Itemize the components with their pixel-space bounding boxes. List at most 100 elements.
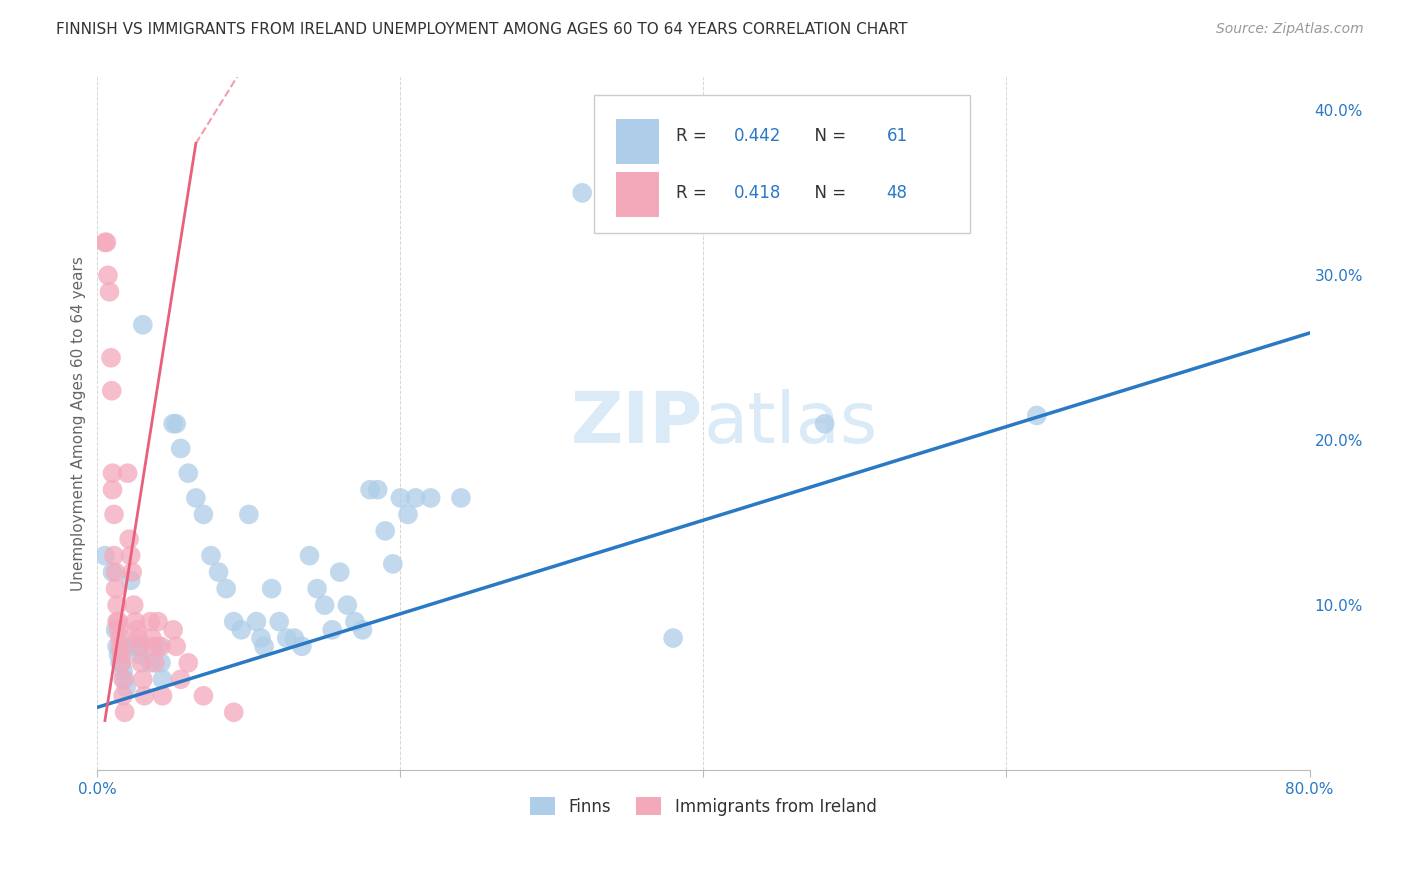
Point [97, 268, 120, 283]
Point [103, 549, 125, 563]
Point [367, 483, 389, 497]
Point [107, 623, 129, 637]
Point [127, 631, 149, 645]
Text: 0.418: 0.418 [734, 184, 782, 202]
Point [128, 648, 150, 662]
Point [152, 673, 174, 687]
Point [177, 656, 200, 670]
Point [662, 631, 685, 645]
Point [110, 656, 132, 670]
Point [314, 598, 336, 612]
Point [419, 491, 441, 505]
Point [359, 483, 381, 497]
Point [1025, 409, 1047, 423]
Point [139, 615, 162, 629]
Point [381, 557, 404, 571]
Point [120, 549, 142, 563]
Point [120, 574, 142, 588]
Point [125, 623, 148, 637]
Point [118, 532, 141, 546]
Point [129, 656, 152, 670]
Point [260, 582, 283, 596]
Point [450, 491, 472, 505]
Point [405, 491, 427, 505]
Point [139, 656, 162, 670]
Text: 61: 61 [886, 128, 908, 145]
Point [200, 549, 222, 563]
Point [107, 615, 129, 629]
Point [143, 656, 166, 670]
Point [104, 582, 127, 596]
Text: N =: N = [804, 184, 852, 202]
Point [101, 466, 124, 480]
Point [177, 466, 200, 480]
Point [321, 623, 343, 637]
Point [329, 565, 352, 579]
Point [117, 466, 139, 480]
Point [101, 565, 124, 579]
Point [276, 631, 298, 645]
Point [269, 615, 291, 629]
Text: R =: R = [675, 128, 711, 145]
Point [122, 598, 145, 612]
Point [115, 681, 138, 695]
Point [146, 640, 169, 654]
FancyBboxPatch shape [616, 119, 658, 164]
Point [132, 673, 155, 687]
Point [165, 640, 187, 654]
Point [150, 656, 173, 670]
Point [110, 648, 132, 662]
Legend: Finns, Immigrants from Ireland: Finns, Immigrants from Ireland [522, 789, 884, 824]
Point [121, 565, 143, 579]
Point [250, 631, 273, 645]
Point [127, 640, 149, 654]
Point [336, 598, 359, 612]
Point [193, 508, 215, 522]
Point [207, 565, 229, 579]
Point [112, 673, 135, 687]
FancyBboxPatch shape [595, 95, 970, 234]
Point [238, 508, 260, 522]
Point [170, 442, 193, 456]
Point [352, 623, 374, 637]
Point [814, 417, 837, 431]
Text: 0.442: 0.442 [734, 128, 782, 145]
Text: FINNISH VS IMMIGRANTS FROM IRELAND UNEMPLOYMENT AMONG AGES 60 TO 64 YEARS CORREL: FINNISH VS IMMIGRANTS FROM IRELAND UNEMP… [56, 22, 908, 37]
Point [124, 615, 146, 629]
Point [389, 491, 412, 505]
Point [105, 640, 128, 654]
Point [152, 689, 174, 703]
Point [110, 656, 132, 670]
Point [165, 417, 187, 431]
Point [112, 689, 135, 703]
Point [112, 664, 135, 678]
Point [100, 384, 122, 398]
Point [374, 524, 396, 538]
Point [114, 673, 136, 687]
Point [128, 640, 150, 654]
Point [105, 598, 128, 612]
Point [146, 615, 169, 629]
Point [104, 565, 127, 579]
FancyBboxPatch shape [616, 172, 658, 218]
Text: Source: ZipAtlas.com: Source: ZipAtlas.com [1216, 22, 1364, 37]
Point [307, 582, 329, 596]
Point [105, 615, 128, 629]
Point [396, 508, 419, 522]
Point [283, 631, 305, 645]
Text: 48: 48 [886, 184, 907, 202]
Point [94, 549, 117, 563]
Point [162, 417, 184, 431]
Point [101, 483, 124, 497]
Point [222, 706, 245, 720]
Point [103, 508, 125, 522]
Text: R =: R = [675, 184, 711, 202]
Text: N =: N = [804, 128, 852, 145]
Point [184, 491, 207, 505]
Point [108, 631, 131, 645]
Point [134, 689, 156, 703]
Point [231, 623, 253, 637]
Point [117, 640, 139, 654]
Point [96, 235, 118, 250]
Point [162, 623, 184, 637]
